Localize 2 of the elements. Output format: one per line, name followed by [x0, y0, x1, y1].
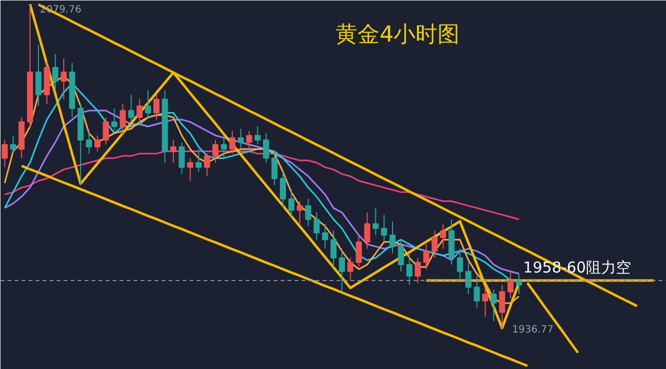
annotation: 1936.77: [512, 324, 554, 336]
text: 黄金4小时图: [336, 22, 460, 48]
